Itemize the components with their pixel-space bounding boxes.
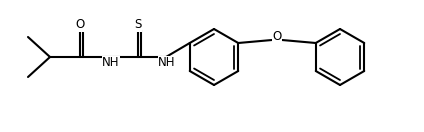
Text: NH: NH: [158, 56, 176, 70]
Text: S: S: [134, 18, 142, 32]
Text: O: O: [75, 18, 85, 32]
Text: NH: NH: [102, 56, 120, 70]
Text: O: O: [272, 29, 282, 43]
